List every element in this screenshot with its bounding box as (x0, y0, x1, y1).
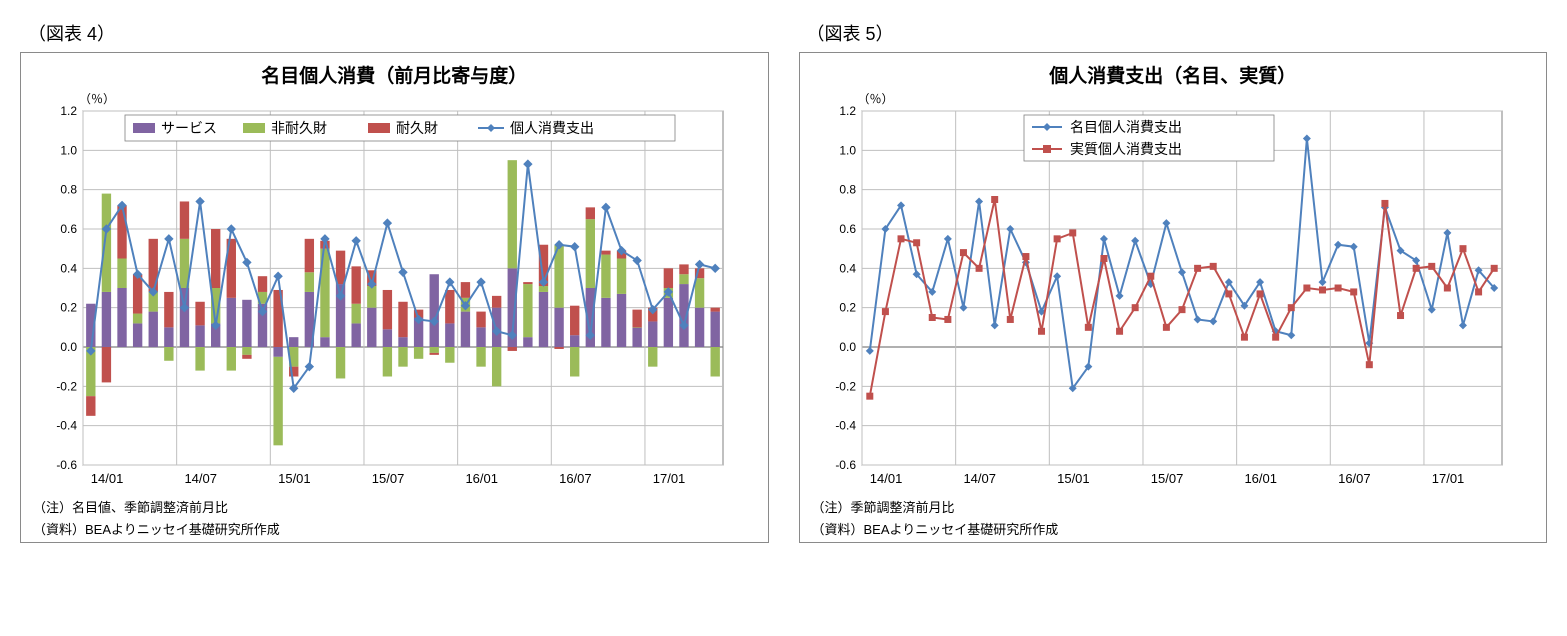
svg-text:1.0: 1.0 (839, 143, 856, 157)
svg-text:15/07: 15/07 (1150, 471, 1183, 486)
figure-4-label: （図表 4） (28, 20, 769, 46)
panels-container: （図表 4） 名目個人消費（前月比寄与度） （％） -0.6-0.4-0.20.… (20, 20, 1547, 543)
chart-4-note2: （資料）BEAよりニッセイ基礎研究所作成 (33, 521, 756, 539)
svg-text:14/01: 14/01 (869, 471, 902, 486)
panel-figure-4: （図表 4） 名目個人消費（前月比寄与度） （％） -0.6-0.4-0.20.… (20, 20, 769, 543)
svg-text:耐久財: 耐久財 (396, 120, 438, 136)
svg-text:15/07: 15/07 (372, 471, 405, 486)
svg-text:0.2: 0.2 (839, 301, 856, 315)
figure-5-label: （図表 5） (807, 20, 1548, 46)
svg-text:個人消費支出: 個人消費支出 (510, 120, 594, 136)
svg-text:0.6: 0.6 (60, 222, 77, 236)
svg-text:名目個人消費支出: 名目個人消費支出 (1070, 119, 1182, 135)
svg-text:1.0: 1.0 (60, 143, 77, 157)
chart-4-card: 名目個人消費（前月比寄与度） （％） -0.6-0.4-0.20.00.20.4… (20, 52, 769, 543)
svg-text:16/01: 16/01 (1244, 471, 1277, 486)
svg-text:非耐久財: 非耐久財 (271, 120, 327, 136)
svg-text:0.0: 0.0 (839, 340, 856, 354)
svg-text:-0.4: -0.4 (56, 419, 77, 433)
svg-text:0.8: 0.8 (60, 183, 77, 197)
svg-text:-0.4: -0.4 (835, 419, 856, 433)
svg-text:サービス: サービス (161, 120, 217, 136)
svg-text:17/01: 17/01 (1431, 471, 1464, 486)
svg-text:1.2: 1.2 (60, 105, 77, 118)
svg-text:0.0: 0.0 (60, 340, 77, 354)
svg-text:0.4: 0.4 (839, 261, 856, 275)
svg-text:16/07: 16/07 (559, 471, 592, 486)
chart-4-svg: -0.6 -0.4 -0.2 0.0 0.2 0.4 0.6 0.8 1.0 1.2 14/01 14… (33, 105, 733, 495)
svg-text:15/01: 15/01 (1057, 471, 1090, 486)
svg-text:-0.2: -0.2 (56, 379, 77, 393)
chart-5-title: 個人消費支出（名目、実質） (812, 61, 1535, 88)
svg-text:-0.6: -0.6 (835, 458, 856, 472)
svg-text:14/07: 14/07 (963, 471, 996, 486)
svg-text:実質個人消費支出: 実質個人消費支出 (1070, 141, 1182, 157)
chart-5-note1: （注）季節調整済前月比 (812, 499, 1535, 517)
svg-text:17/01: 17/01 (653, 471, 686, 486)
svg-text:0.6: 0.6 (839, 222, 856, 236)
chart-4-title: 名目個人消費（前月比寄与度） (33, 61, 756, 88)
svg-text:0.8: 0.8 (839, 183, 856, 197)
svg-text:0.4: 0.4 (60, 261, 77, 275)
svg-text:0.2: 0.2 (60, 301, 77, 315)
svg-text:-0.2: -0.2 (835, 379, 856, 393)
chart-5-card: 個人消費支出（名目、実質） （％） -0.6-0.4-0.20.00.20.40… (799, 52, 1548, 543)
svg-text:14/01: 14/01 (91, 471, 124, 486)
svg-text:16/07: 16/07 (1338, 471, 1371, 486)
chart-4-note1: （注）名目値、季節調整済前月比 (33, 499, 756, 517)
svg-text:15/01: 15/01 (278, 471, 311, 486)
svg-text:14/07: 14/07 (184, 471, 217, 486)
chart-5-note2: （資料）BEAよりニッセイ基礎研究所作成 (812, 521, 1535, 539)
svg-text:16/01: 16/01 (465, 471, 498, 486)
panel-figure-5: （図表 5） 個人消費支出（名目、実質） （％） -0.6-0.4-0.20.0… (799, 20, 1548, 543)
chart-5-svg: -0.6 -0.4 -0.2 0.0 0.2 0.4 0.6 0.8 1.0 1.2 14/01 14… (812, 105, 1512, 495)
svg-text:1.2: 1.2 (839, 105, 856, 118)
svg-text:-0.6: -0.6 (56, 458, 77, 472)
